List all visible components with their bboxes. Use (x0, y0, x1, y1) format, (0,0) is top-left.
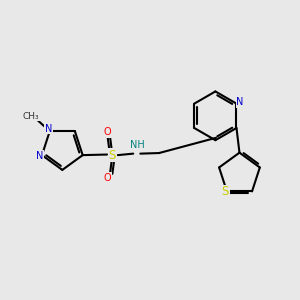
Text: N: N (36, 151, 43, 161)
Text: S: S (109, 148, 116, 162)
Text: O: O (104, 173, 112, 183)
Text: S: S (222, 185, 229, 199)
Text: CH₃: CH₃ (22, 112, 39, 121)
Text: O: O (104, 127, 112, 137)
Text: N: N (45, 124, 52, 134)
Text: N: N (236, 97, 244, 107)
Text: NH: NH (130, 140, 145, 150)
